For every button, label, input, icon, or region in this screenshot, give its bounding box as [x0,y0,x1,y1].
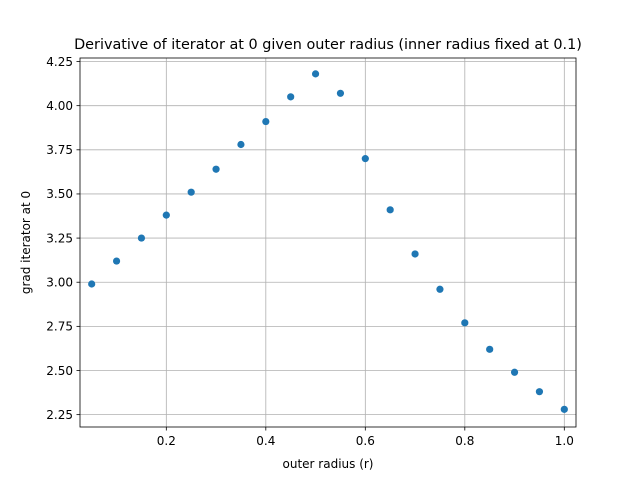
y-tick-label: 3.25 [46,231,73,245]
data-point [137,234,146,242]
data-point [88,280,96,288]
data-point [287,93,295,101]
grid [80,58,576,427]
axes-frame [79,57,577,428]
x-axis-label: outer radius (r) [283,457,374,471]
axis-ticks: 0.2 0.4 0.6 0.8 1.0 2.25 2.50 2.75 3.00 3.25 3.50 3… [46,55,574,448]
y-tick-label: 3.75 [46,143,73,157]
data-points [88,70,568,413]
y-tick-label: 4.25 [46,55,73,69]
x-tick-label: 0.8 [455,434,474,448]
y-tick-label: 2.25 [46,408,73,422]
y-tick-label: 4.00 [46,99,73,113]
y-tick-label: 2.75 [46,320,73,334]
data-point [436,285,444,293]
data-point [486,345,494,353]
data-point [187,188,195,196]
x-tick-label: 1.0 [555,434,574,448]
x-tick-label: 0.4 [256,434,275,448]
data-point [262,117,270,126]
data-point [311,70,320,78]
data-point [212,165,220,173]
data-point [162,211,170,219]
data-point [560,405,568,413]
x-tick-label: 0.6 [356,434,375,448]
data-point [461,319,469,327]
data-point [386,206,394,214]
data-point [535,388,544,396]
y-axis-label: grad iterator at 0 [19,191,33,294]
data-point [361,155,369,163]
data-point [112,257,121,265]
data-point [510,368,519,376]
data-point [237,140,245,149]
x-tick-label: 0.2 [157,434,176,448]
y-tick-label: 2.50 [46,364,73,378]
chart-title: Derivative of iterator at 0 given outer … [74,37,582,53]
y-tick-label: 3.50 [46,187,73,201]
data-point [336,89,345,97]
data-point [411,250,419,258]
y-tick-label: 3.00 [46,276,73,290]
